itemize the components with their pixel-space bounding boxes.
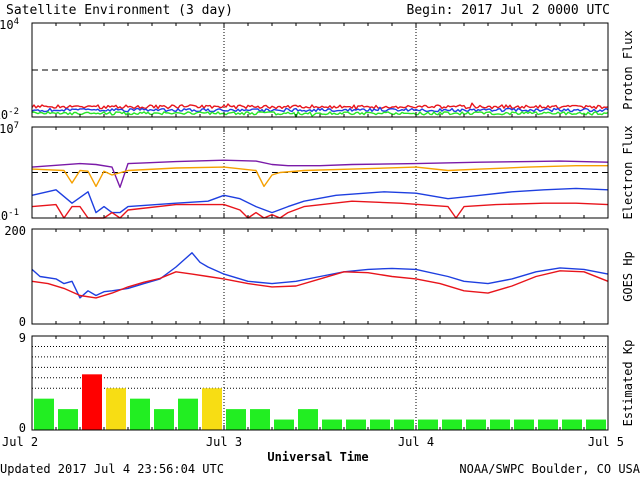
begin-time-label: Begin: 2017 Jul 2 0000 UTC — [407, 3, 611, 18]
kp-bar-20 — [514, 419, 534, 430]
kp-bar-13 — [346, 419, 366, 430]
y-axis-label: Electron Flux — [621, 126, 635, 220]
kp-bar-0 — [34, 398, 54, 430]
series-red — [31, 102, 609, 111]
y-axis-label: Proton Flux — [621, 30, 635, 109]
x-tick-label: Jul 4 — [398, 435, 434, 449]
y-tick-label-max: 200 — [4, 224, 26, 238]
x-tick-label: Jul 5 — [588, 435, 624, 449]
kp-bar-22 — [562, 419, 582, 430]
panel-3 — [31, 335, 609, 431]
panel-0 — [31, 22, 609, 118]
series-purple — [31, 159, 609, 189]
kp-bar-14 — [370, 419, 390, 430]
kp-bar-17 — [442, 419, 462, 430]
y-tick-label-max: 104 — [0, 17, 19, 32]
kp-bar-15 — [394, 419, 414, 430]
chart-title: Satellite Environment (3 day) — [6, 3, 233, 18]
series-green — [31, 111, 609, 118]
series-red — [31, 270, 609, 299]
kp-bar-11 — [298, 409, 318, 430]
y-axis-label: GOES Hp — [621, 251, 635, 302]
panel-1 — [31, 126, 609, 219]
kp-bar-8 — [226, 409, 246, 430]
kp-bar-23 — [586, 419, 606, 430]
series-red — [31, 200, 609, 219]
y-axis-label: Estimated Kp — [621, 340, 635, 427]
kp-bar-19 — [490, 419, 510, 430]
kp-bar-2 — [82, 374, 102, 430]
series-blue — [31, 252, 609, 299]
y-tick-label-max: 107 — [0, 121, 19, 136]
kp-bar-12 — [322, 419, 342, 430]
kp-bar-6 — [178, 398, 198, 430]
credit-label: NOAA/SWPC Boulder, CO USA — [459, 462, 640, 476]
kp-bar-21 — [538, 419, 558, 430]
series-orange — [31, 164, 608, 188]
kp-bar-18 — [466, 419, 486, 430]
y-tick-label-max: 9 — [19, 331, 26, 345]
y-tick-label-min: 0 — [19, 421, 26, 435]
series-blue — [31, 106, 609, 113]
y-tick-label-min: 10-1 — [0, 208, 19, 223]
kp-bar-5 — [154, 409, 174, 430]
y-tick-label-min: 10-2 — [0, 107, 19, 122]
series-blue — [31, 187, 609, 214]
kp-bar-1 — [58, 409, 78, 430]
kp-bar-3 — [106, 388, 126, 430]
x-tick-label: Jul 2 — [2, 435, 38, 449]
kp-bar-10 — [274, 419, 294, 430]
kp-bar-7 — [202, 388, 222, 430]
kp-bar-16 — [418, 419, 438, 430]
kp-bar-4 — [130, 398, 150, 430]
panel-frame — [31, 22, 609, 118]
y-tick-label-min: 0 — [19, 315, 26, 329]
kp-bar-9 — [250, 409, 270, 430]
panel-2 — [31, 228, 609, 325]
x-tick-label: Jul 3 — [206, 435, 242, 449]
x-axis-label: Universal Time — [267, 450, 368, 464]
updated-timestamp: Updated 2017 Jul 4 23:56:04 UTC — [0, 462, 224, 476]
